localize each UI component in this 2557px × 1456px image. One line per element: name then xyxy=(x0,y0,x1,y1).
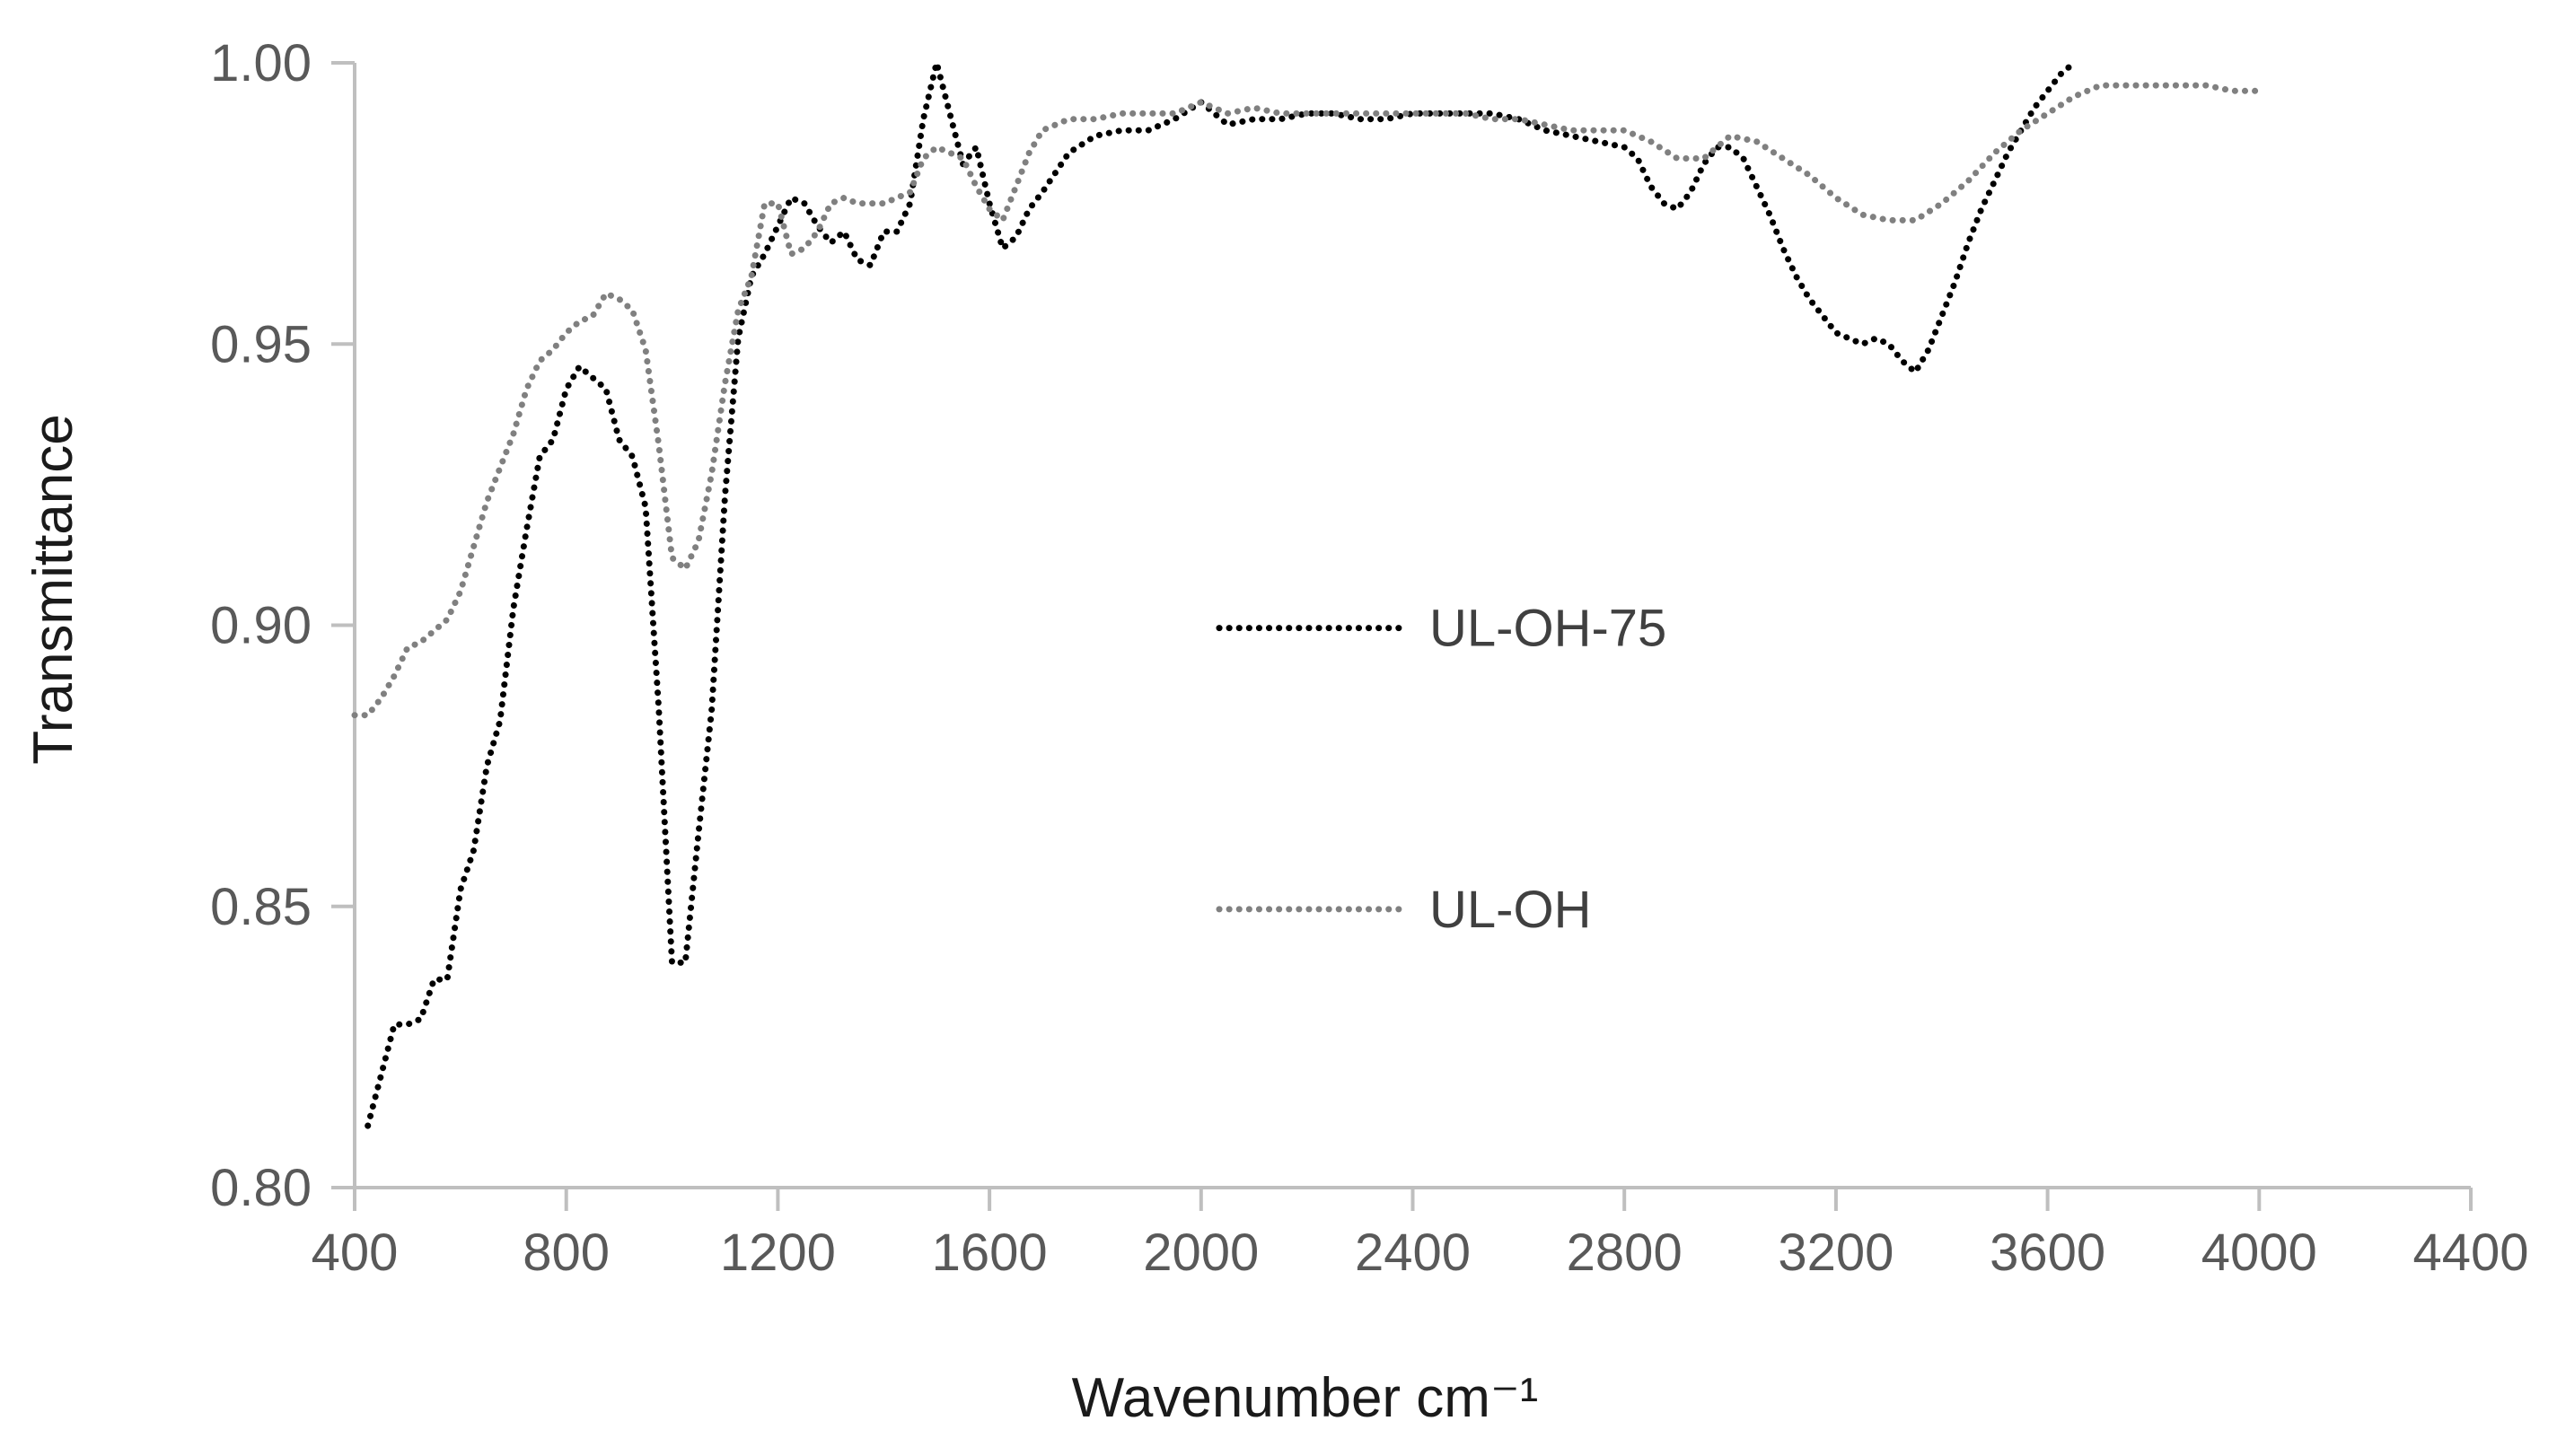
x-tick-label: 2400 xyxy=(1355,1224,1471,1282)
legend-label: UL-OH xyxy=(1429,881,1591,939)
x-axis-title: Wavenumber cm⁻¹ xyxy=(1072,1367,1539,1429)
y-tick-label: 1.00 xyxy=(210,34,312,92)
chart-legend: UL-OH-75 UL-OH xyxy=(1216,600,1666,939)
x-tick-label: 1600 xyxy=(932,1224,1048,1282)
x-tick-label: 3600 xyxy=(1990,1224,2105,1282)
y-tick-label: 0.95 xyxy=(210,315,312,373)
y-tick-label: 0.85 xyxy=(210,878,312,936)
x-tick-label: 2800 xyxy=(1567,1224,1683,1282)
x-tick-label: 2000 xyxy=(1143,1224,1259,1282)
x-tick-label: 400 xyxy=(312,1224,399,1282)
x-tick-label: 4400 xyxy=(2412,1224,2528,1282)
series-layer xyxy=(351,59,2263,1129)
chart-axes: 0.80 0.85 0.90 0.95 1.00 400 800 1200 1600 2000 24… xyxy=(210,34,2528,1282)
x-tick-label: 1200 xyxy=(720,1224,836,1282)
y-axis-title: Transmittance xyxy=(22,414,84,765)
series-line-ul-oh-75 xyxy=(365,59,2078,1129)
series-line-ul-oh xyxy=(351,82,2263,719)
x-tick-label: 4000 xyxy=(2201,1224,2317,1282)
x-tick-label: 3200 xyxy=(1778,1224,1894,1282)
y-tick-label: 0.90 xyxy=(210,597,312,655)
x-tick-label: 800 xyxy=(523,1224,610,1282)
legend-label: UL-OH-75 xyxy=(1429,600,1666,658)
y-tick-label: 0.80 xyxy=(210,1159,312,1217)
